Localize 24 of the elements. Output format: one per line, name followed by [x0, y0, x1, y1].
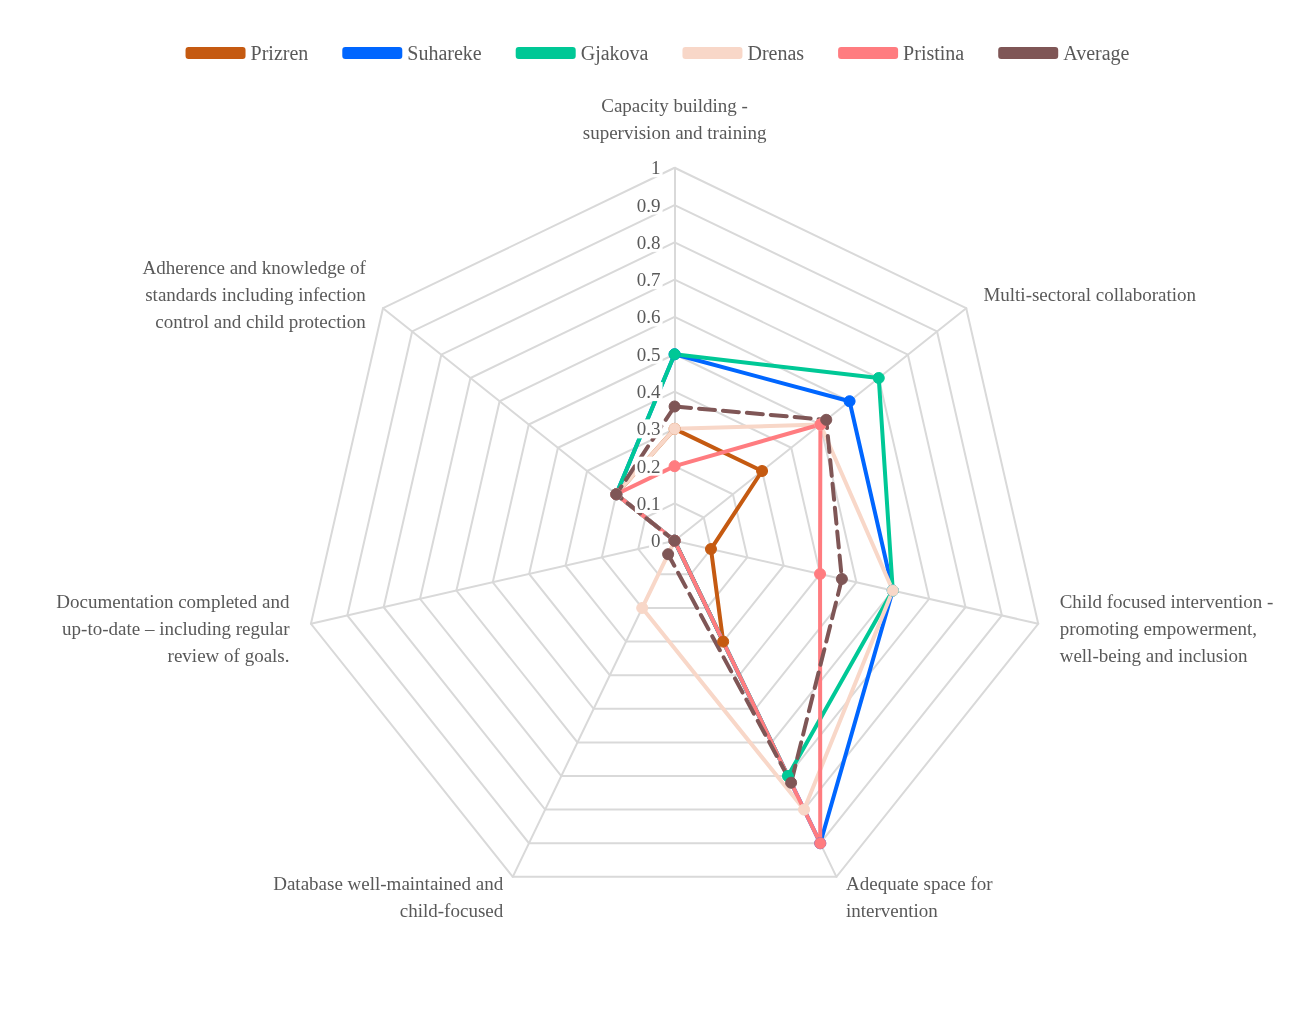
y-tick-label: 0.7 — [636, 269, 661, 291]
y-tick-label: 0.3 — [636, 418, 661, 440]
spoke-label: Adherence and knowledge of standards including infection control and child protection — [142, 256, 367, 332]
y-tick-label: 0.9 — [636, 194, 661, 216]
y-tick-label: 0.1 — [636, 492, 661, 514]
spoke-label: Child focused intervention - promoting empowerment, well-being and inclusion — [1059, 591, 1274, 667]
legend-label: Prizren — [250, 42, 309, 64]
y-tick-label: 0.6 — [636, 306, 661, 328]
spoke-label: Adequate space for intervention — [845, 872, 994, 921]
y-tick-label: 0 — [651, 530, 661, 552]
y-tick-label: 0.5 — [636, 343, 661, 365]
spoke-label: Capacity building - supervision and training — [582, 94, 767, 143]
legend-label: Gjakova — [580, 42, 649, 65]
legend-label: Pristina — [903, 42, 965, 64]
spoke-label: Documentation completed and up-to-date – including regular review of goals. — [56, 591, 291, 667]
legend-label: Suhareke — [407, 42, 482, 64]
y-tick-label: 0.2 — [636, 455, 661, 477]
legend-label: Drenas — [747, 42, 805, 64]
spoke-label: Multi-sectoral collaboration — [983, 283, 1197, 305]
y-tick-label: 1 — [651, 157, 661, 179]
y-tick-label: 0.8 — [636, 231, 661, 253]
legend-label: Average — [1063, 42, 1130, 65]
spoke-label: Database well-maintained and child-focused — [273, 872, 504, 921]
y-tick-label: 0.4 — [636, 381, 662, 403]
